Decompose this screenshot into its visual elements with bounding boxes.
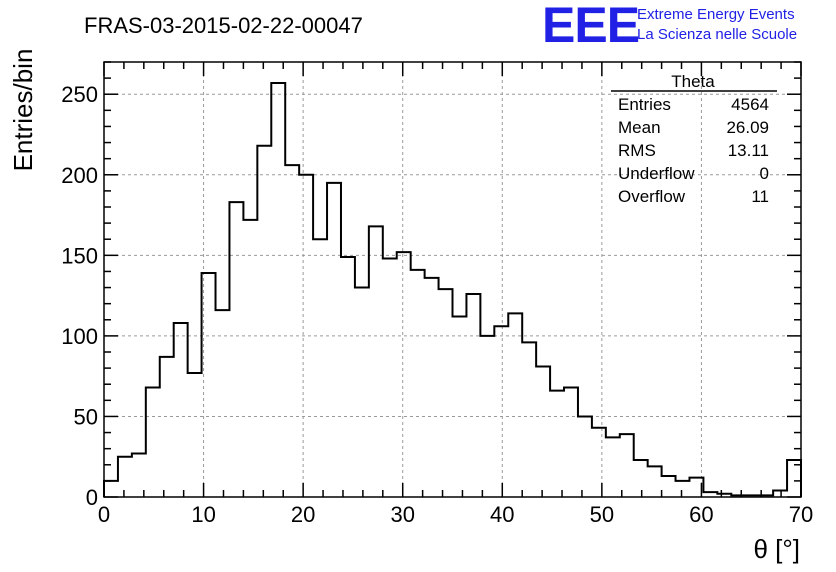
run-title: FRAS-03-2015-02-22-00047 [84, 13, 363, 38]
y-tick-label: 50 [74, 404, 98, 429]
y-tick-label: 200 [61, 163, 98, 188]
x-tick-label: 40 [490, 502, 514, 527]
y-tick-label: 100 [61, 324, 98, 349]
x-tick-label: 60 [689, 502, 713, 527]
y-tick-label: 150 [61, 243, 98, 268]
x-tick-label: 50 [590, 502, 614, 527]
stats-label: RMS [618, 141, 656, 160]
stats-value: 26.09 [726, 118, 769, 137]
x-tick-label: 20 [291, 502, 315, 527]
logo-line-1: Extreme Energy Events [637, 6, 795, 23]
logo-letters: EEE [542, 0, 639, 53]
stats-label: Mean [618, 118, 661, 137]
stats-label: Entries [618, 95, 671, 114]
stats-value: 13.11 [728, 141, 769, 160]
x-tick-label: 0 [98, 502, 110, 527]
stats-label: Underflow [618, 164, 695, 183]
axis-ticks: 0 10 20 30 40 50 60 70 0 50 100 150 200 250 [61, 61, 813, 527]
stats-title: Theta [671, 72, 715, 91]
x-axis-label: θ [°] [753, 534, 800, 564]
histogram-outline [103, 81, 802, 497]
stats-value: 4564 [731, 95, 769, 114]
y-axis-label: Entries/bin [8, 49, 38, 172]
stats-box: Theta Entries 4564 Mean 26.09 RMS 13.11 Underf… [611, 72, 777, 206]
x-tick-label: 70 [789, 502, 813, 527]
stats-value: 11 [751, 187, 769, 206]
stats-rows: Entries 4564 Mean 26.09 RMS 13.11 Underflow 0 Ov… [618, 95, 769, 206]
stats-value: 0 [760, 164, 769, 183]
y-tick-label: 250 [61, 82, 98, 107]
x-tick-label: 30 [390, 502, 414, 527]
plot-frame [103, 61, 802, 498]
grid-lines [104, 62, 801, 497]
eee-logo: EEE Extreme Energy Events La Scienza nel… [542, 0, 797, 53]
y-tick-label: 0 [86, 485, 98, 510]
x-tick-label: 10 [191, 502, 215, 527]
logo-line-2: La Scienza nelle Scuole [637, 26, 797, 43]
stats-label: Overflow [618, 187, 686, 206]
